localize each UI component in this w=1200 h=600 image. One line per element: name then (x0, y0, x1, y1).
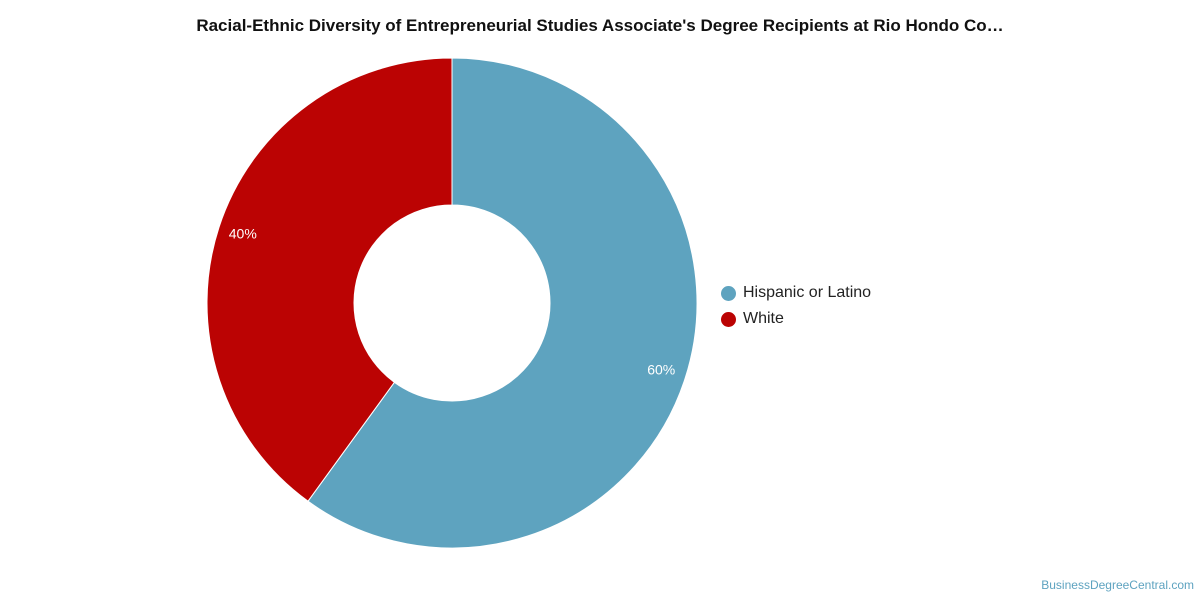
chart-title: Racial-Ethnic Diversity of Entrepreneuri… (196, 16, 1004, 35)
legend: Hispanic or Latino White (721, 280, 871, 332)
slice-label-hispanic-or-latino: 60% (647, 362, 675, 378)
site-watermark[interactable]: BusinessDegreeCentral.com (1041, 578, 1194, 592)
legend-label-white: White (743, 310, 784, 327)
slice-white[interactable] (206, 57, 453, 502)
legend-item-white[interactable]: White (721, 306, 871, 332)
legend-item-hispanic-or-latino[interactable]: Hispanic or Latino (721, 280, 871, 306)
slice-label-white: 40% (229, 226, 257, 242)
legend-label-hispanic-or-latino: Hispanic or Latino (743, 284, 872, 301)
legend-swatch-white (721, 311, 736, 327)
slice-hispanic-or-latino[interactable] (307, 57, 698, 549)
legend-swatch-hispanic-or-latino (721, 285, 736, 301)
